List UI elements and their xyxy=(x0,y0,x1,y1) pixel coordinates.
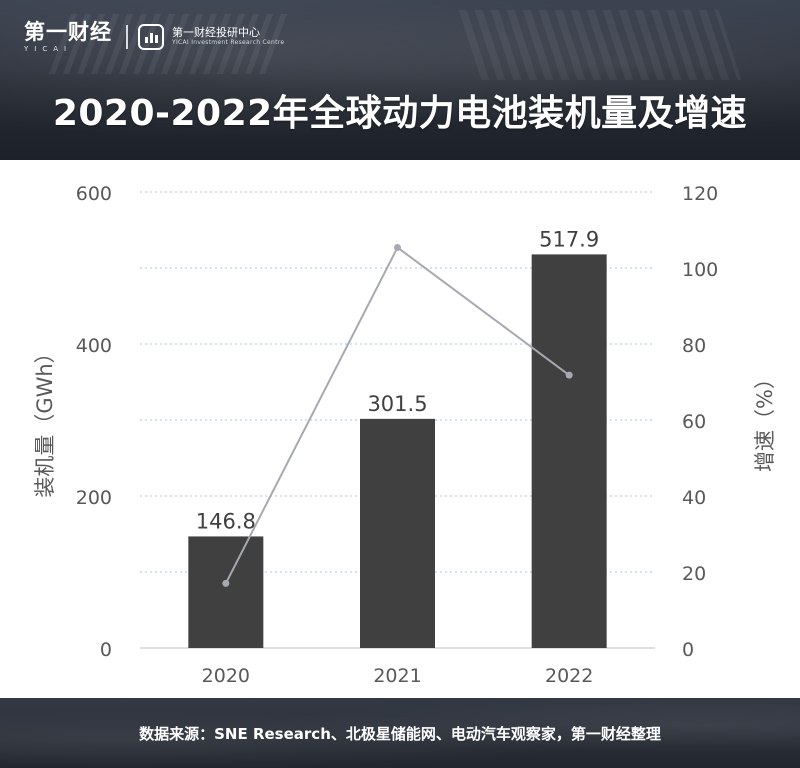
data-source-note: 数据来源：SNE Research、北极星储能网、电动汽车观察家，第一财经整理 xyxy=(139,725,661,743)
bar-series xyxy=(188,254,607,648)
y2-axis-title: 增速（%） xyxy=(753,368,777,472)
growth-point xyxy=(394,243,401,251)
x-tick-label: 2022 xyxy=(545,665,593,687)
brand-latin: YICAI xyxy=(24,44,73,53)
research-center: 第一财经投研中心 YICAI Investment Research Centr… xyxy=(172,27,284,47)
research-center-name: 第一财经投研中心 xyxy=(172,26,260,40)
y2-tick-label: 80 xyxy=(682,335,706,357)
page-title: 2020-2022年全球动力电池装机量及增速 xyxy=(52,93,748,134)
y-tick-label: 400 xyxy=(76,335,112,357)
line-series xyxy=(222,243,573,587)
research-center-icon xyxy=(138,24,164,50)
y-axis-title: 装机量（GWh） xyxy=(33,342,57,497)
brand-name-text: 第一财经 xyxy=(24,19,112,44)
bar xyxy=(360,418,435,648)
footer-banner: 数据来源：SNE Research、北极星储能网、电动汽车观察家，第一财经整理 xyxy=(0,698,800,768)
bar xyxy=(188,536,264,648)
bar-data-label: 146.8 xyxy=(196,509,256,533)
x-tick-label: 2021 xyxy=(373,665,421,687)
labels: 0 200 400 600 0 20 40 60 80 100 120 146.8 301.5 517.9… xyxy=(33,183,777,687)
bar-data-label: 301.5 xyxy=(367,392,427,416)
y2-tick-label: 120 xyxy=(682,183,718,205)
growth-point xyxy=(222,579,230,587)
y-tick-label: 200 xyxy=(76,487,112,509)
brand-logo: 第一财经 YICAI 第一财经投研中心 YICAI Investment Res… xyxy=(24,20,284,54)
bar xyxy=(531,254,607,648)
y-tick-label: 600 xyxy=(76,183,112,205)
growth-point xyxy=(565,371,573,379)
chart: 0 200 400 600 0 20 40 60 80 100 120 146.8 301.5 517.9… xyxy=(33,183,777,687)
y2-tick-label: 20 xyxy=(682,563,706,585)
research-center-name-en: YICAI Investment Research Centre xyxy=(172,38,285,46)
brand-name: 第一财经 YICAI xyxy=(24,19,112,53)
y-tick-label: 0 xyxy=(100,639,112,661)
bar-data-label: 517.9 xyxy=(539,227,599,251)
y2-tick-label: 40 xyxy=(682,487,706,509)
y2-tick-label: 0 xyxy=(682,639,694,661)
y2-tick-label: 60 xyxy=(682,411,706,433)
y2-tick-label: 100 xyxy=(682,259,718,281)
x-tick-label: 2020 xyxy=(202,665,250,687)
header-banner: 第一财经 YICAI 第一财经投研中心 YICAI Investment Res… xyxy=(0,0,800,160)
brand-divider xyxy=(126,25,128,49)
